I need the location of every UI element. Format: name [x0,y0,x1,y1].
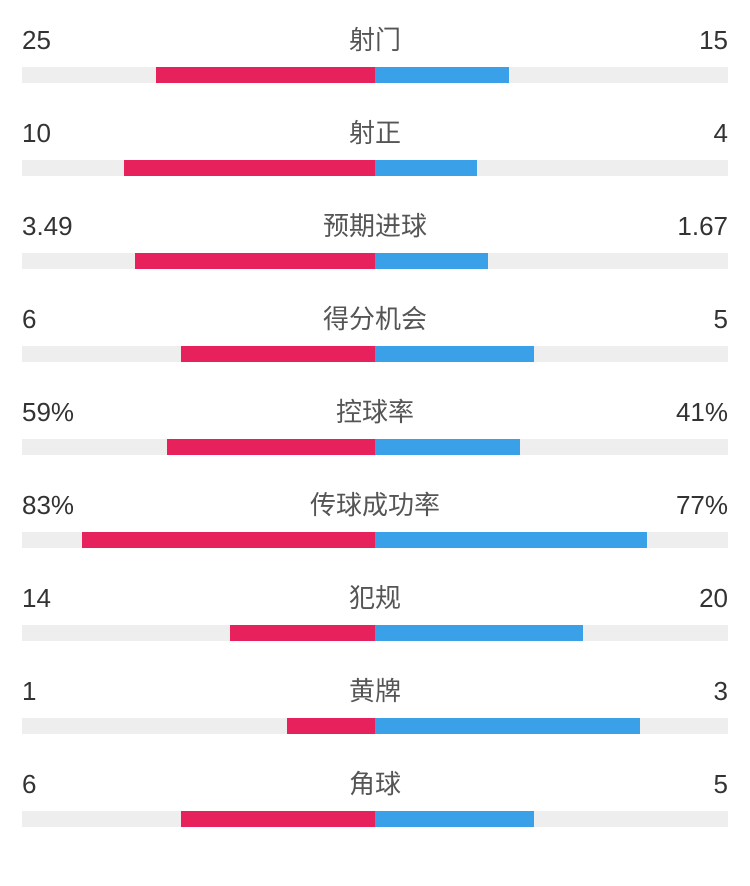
stat-bar-left-half [22,625,375,641]
stat-row: 14犯规20 [22,578,728,641]
stat-bar-left-fill [156,67,375,83]
stat-label: 预期进球 [92,206,658,243]
stat-right-value: 20 [658,583,728,614]
stat-label: 传球成功率 [92,485,658,522]
stat-bar-left-half [22,346,375,362]
stat-bar-track [22,625,728,641]
stat-bar-track [22,532,728,548]
stat-bar-track [22,439,728,455]
stat-bar-left-fill [167,439,375,455]
stat-left-value: 6 [22,769,92,800]
stat-bar-left-half [22,439,375,455]
stat-bar-track [22,718,728,734]
stat-header: 10射正4 [22,113,728,150]
stat-bar-track [22,811,728,827]
stat-bar-track [22,346,728,362]
stat-label: 控球率 [92,392,658,429]
stat-bar-track [22,67,728,83]
stat-header: 59%控球率41% [22,392,728,429]
stat-row: 6角球5 [22,764,728,827]
stat-right-value: 4 [658,118,728,149]
stat-left-value: 10 [22,118,92,149]
stat-bar-right-half [375,253,728,269]
stat-bar-right-fill [375,625,583,641]
stat-right-value: 41% [658,397,728,428]
stat-bar-left-fill [135,253,375,269]
stat-bar-right-half [375,346,728,362]
stat-header: 6得分机会5 [22,299,728,336]
stat-left-value: 59% [22,397,92,428]
stat-left-value: 1 [22,676,92,707]
stat-row: 1黄牌3 [22,671,728,734]
stat-row: 6得分机会5 [22,299,728,362]
stat-bar-right-fill [375,811,534,827]
stat-header: 25射门15 [22,20,728,57]
stat-bar-right-fill [375,160,477,176]
stat-label: 犯规 [92,578,658,615]
stat-right-value: 77% [658,490,728,521]
stat-row: 83%传球成功率77% [22,485,728,548]
stat-right-value: 5 [658,769,728,800]
stat-label: 射门 [92,20,658,57]
stat-bar-right-half [375,532,728,548]
stat-header: 3.49预期进球1.67 [22,206,728,243]
stat-bar-track [22,253,728,269]
stat-label: 角球 [92,764,658,801]
stat-bar-left-half [22,811,375,827]
stat-header: 14犯规20 [22,578,728,615]
stat-right-value: 1.67 [658,211,728,242]
stat-bar-right-half [375,718,728,734]
stat-header: 6角球5 [22,764,728,801]
stat-label: 黄牌 [92,671,658,708]
stat-bar-right-half [375,439,728,455]
stat-bar-right-fill [375,532,647,548]
stat-right-value: 3 [658,676,728,707]
stat-bar-left-half [22,160,375,176]
stat-bar-right-half [375,67,728,83]
stat-bar-left-fill [124,160,375,176]
stat-bar-left-fill [287,718,375,734]
stat-row: 3.49预期进球1.67 [22,206,728,269]
stat-bar-left-half [22,253,375,269]
stat-bar-left-fill [181,346,375,362]
stat-bar-left-fill [230,625,375,641]
stat-left-value: 6 [22,304,92,335]
stat-bar-right-fill [375,439,520,455]
stat-bar-right-fill [375,718,640,734]
stat-bar-left-fill [181,811,375,827]
stat-bar-right-half [375,625,728,641]
stat-row: 25射门15 [22,20,728,83]
stat-header: 1黄牌3 [22,671,728,708]
stat-bar-right-half [375,160,728,176]
stat-right-value: 5 [658,304,728,335]
stat-left-value: 25 [22,25,92,56]
stat-bar-right-fill [375,253,488,269]
stat-bar-right-fill [375,346,534,362]
stat-bar-right-half [375,811,728,827]
stat-bar-left-fill [82,532,375,548]
stat-label: 射正 [92,113,658,150]
stat-row: 10射正4 [22,113,728,176]
stat-bar-left-half [22,532,375,548]
stat-bar-track [22,160,728,176]
stat-row: 59%控球率41% [22,392,728,455]
stat-left-value: 3.49 [22,211,92,242]
stat-label: 得分机会 [92,299,658,336]
stat-right-value: 15 [658,25,728,56]
stat-bar-left-half [22,718,375,734]
stat-bar-right-fill [375,67,509,83]
stat-bar-left-half [22,67,375,83]
match-stats-chart: 25射门1510射正43.49预期进球1.676得分机会559%控球率41%83… [22,20,728,827]
stat-left-value: 83% [22,490,92,521]
stat-left-value: 14 [22,583,92,614]
stat-header: 83%传球成功率77% [22,485,728,522]
